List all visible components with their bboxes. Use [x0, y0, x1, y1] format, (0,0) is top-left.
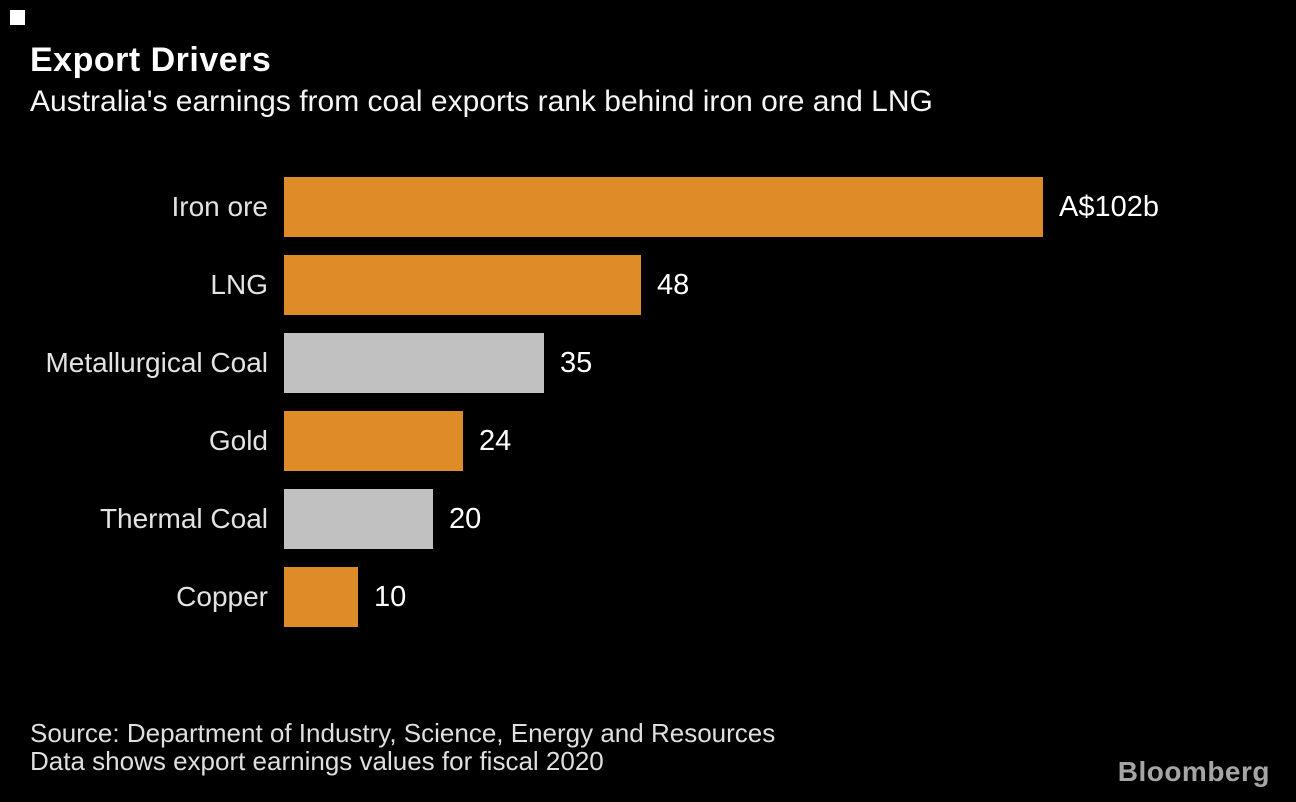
bar-track: 20 — [284, 489, 1270, 549]
category-label: Gold — [208, 425, 268, 456]
chart-subtitle: Australia's earnings from coal exports r… — [30, 85, 933, 118]
bar-track: 10 — [284, 567, 1270, 627]
bar — [284, 255, 641, 315]
value-label: 20 — [449, 503, 482, 535]
bar — [284, 411, 463, 471]
bar-row: Thermal Coal 20 — [30, 489, 1270, 549]
source-line-2: Data shows export earnings values for fi… — [30, 746, 604, 776]
bar-track: 35 — [284, 333, 1270, 393]
category-label: Metallurgical Coal — [45, 347, 268, 378]
bar-row: Copper 10 — [30, 567, 1270, 627]
source-line-1: Source: Department of Industry, Science,… — [30, 718, 776, 748]
bar-row: Iron ore A$102b — [30, 177, 1270, 237]
bar-row: LNG 48 — [30, 255, 1270, 315]
value-label: 48 — [657, 269, 690, 301]
category-label: Thermal Coal — [99, 503, 268, 534]
value-label: A$102b — [1059, 191, 1159, 223]
category-label: LNG — [210, 269, 268, 300]
bar-row: Metallurgical Coal 35 — [30, 333, 1270, 393]
chart-title: Export Drivers — [30, 41, 272, 79]
category-label: Copper — [176, 581, 268, 612]
bar-chart-plot: Iron ore A$102b LNG 48 Metallurgical Coal 35 G… — [30, 177, 1270, 645]
corner-square-mark — [10, 10, 25, 25]
value-label: 35 — [560, 347, 593, 379]
bar — [284, 177, 1043, 237]
bar — [284, 567, 358, 627]
value-label: 10 — [374, 581, 407, 613]
bar-track: 24 — [284, 411, 1270, 471]
bar — [284, 489, 433, 549]
bar-row: Gold 24 — [30, 411, 1270, 471]
category-label: Iron ore — [171, 191, 269, 222]
source-note: Source: Department of Industry, Science,… — [30, 719, 775, 775]
bloomberg-logo: Bloomberg — [1117, 756, 1270, 787]
bar-track: A$102b — [284, 177, 1270, 237]
bar — [284, 333, 544, 393]
value-label: 24 — [479, 425, 512, 457]
bar-track: 48 — [284, 255, 1270, 315]
